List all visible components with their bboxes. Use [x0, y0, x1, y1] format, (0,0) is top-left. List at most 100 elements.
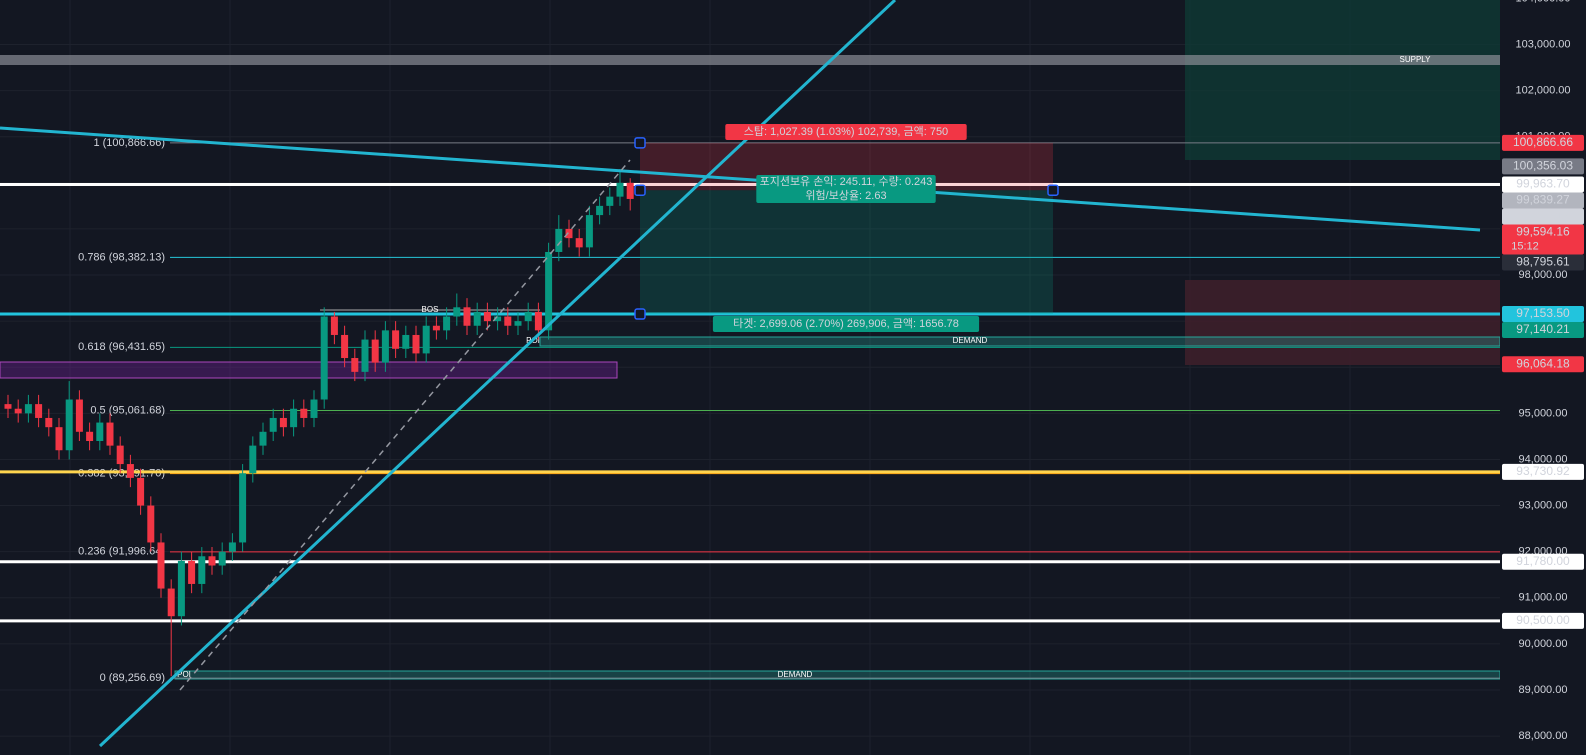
- candle-body: [494, 316, 502, 322]
- y-tick-label: 88,000.00: [1519, 730, 1568, 742]
- candle-body: [177, 560, 185, 617]
- candle-body: [45, 417, 53, 428]
- candle-body: [545, 251, 553, 331]
- candle-body: [137, 477, 145, 506]
- candle-body: [330, 316, 338, 335]
- target-zone: [640, 190, 1053, 315]
- order-block: [0, 361, 618, 379]
- candle-body: [422, 325, 430, 354]
- y-tick-label: 90,000.00: [1519, 638, 1568, 650]
- price-badge: [1502, 254, 1584, 271]
- candle-body: [504, 316, 512, 326]
- y-tick-label: 98,000.00: [1519, 269, 1568, 281]
- fib-label: 0.618 (96,431.65): [78, 341, 165, 353]
- candle-body: [412, 334, 420, 354]
- price-badge-label: 96,064.18: [1516, 356, 1570, 370]
- handle: [634, 308, 646, 320]
- candle-body: [208, 556, 216, 566]
- price-badge: [1502, 356, 1584, 373]
- candle-body: [341, 334, 349, 359]
- zone-label: SUPPLY: [1400, 55, 1432, 64]
- price-badge-label: 100,866.66: [1513, 135, 1573, 149]
- candle-body: [606, 196, 614, 206]
- candle-body: [75, 399, 83, 432]
- candle-body: [392, 330, 400, 349]
- levels: 1 (100,866.66) 0.786 (98,382.13) 0.618 (96…: [0, 137, 1500, 684]
- candle-body: [198, 556, 206, 584]
- risk-zone-shade: [1185, 280, 1500, 365]
- candle-body: [381, 330, 389, 363]
- price-badge-label: 99,594.16: [1516, 225, 1570, 239]
- ratio-label: 위험/보상율: 2.63: [805, 189, 886, 202]
- zone-label: DEMAND: [953, 336, 988, 345]
- candle-body: [432, 325, 440, 331]
- price-badge-label: 99,963.70: [1516, 177, 1570, 191]
- y-tick-label: 103,000.00: [1515, 38, 1570, 50]
- price-badge: [1502, 463, 1584, 480]
- price-axis: [1500, 0, 1586, 755]
- price-badge-label: 97,140.21: [1516, 322, 1570, 336]
- candle-body: [14, 408, 22, 414]
- handle: [1047, 184, 1059, 196]
- candle-body: [371, 339, 379, 363]
- trend-line: [0, 126, 1481, 232]
- candle-body: [402, 334, 410, 349]
- fib-label: 1 (100,866.66): [93, 137, 165, 149]
- handle: [634, 184, 646, 196]
- zone-label: DEMAND: [778, 670, 813, 679]
- candle-body: [86, 431, 94, 442]
- y-tick-label: 89,000.00: [1519, 684, 1568, 696]
- zone-label: BOS: [422, 305, 439, 314]
- fib-label: 0.786 (98,382.13): [78, 251, 165, 263]
- price-badge: [1502, 224, 1584, 255]
- price-badge-label: 100,356.03: [1513, 159, 1573, 173]
- candle-body: [514, 321, 522, 326]
- y-tick-label: 94,000.00: [1519, 453, 1568, 465]
- candle-body: [575, 238, 583, 248]
- price-badge: [1502, 192, 1584, 209]
- fib-label: 0.382 (93,691.70): [78, 468, 165, 480]
- target-label-box: [712, 316, 980, 332]
- candle-body: [147, 505, 155, 543]
- price-badge-label: 99,839.27: [1516, 193, 1570, 207]
- price-badge: [1502, 553, 1584, 570]
- candle-body: [351, 358, 359, 372]
- pnl-label-box: [756, 175, 936, 203]
- candle-body: [565, 228, 573, 239]
- candles: [4, 168, 634, 677]
- price-badge-label: 99,684.13: [1516, 209, 1570, 223]
- candle-body: [534, 311, 542, 331]
- candle-body: [616, 182, 624, 197]
- y-tick-label: 102,000.00: [1515, 85, 1570, 97]
- candle-body: [361, 339, 369, 372]
- price-badge-label: 97,153.50: [1516, 306, 1570, 320]
- candle-body: [126, 464, 134, 478]
- price-badge-label: 90,500.00: [1516, 613, 1570, 627]
- price-axis-labels: 88,000.0089,000.0090,000.0091,000.0092,0…: [1502, 0, 1584, 742]
- candle-body: [65, 399, 73, 451]
- candle-body: [320, 316, 328, 400]
- candle-body: [443, 316, 451, 331]
- candle-body: [453, 307, 461, 317]
- stop-label-box: [725, 124, 967, 140]
- price-badge: [1502, 208, 1584, 225]
- candle-body: [626, 182, 634, 199]
- y-tick-label: 91,000.00: [1519, 592, 1568, 604]
- candle-body: [55, 427, 63, 451]
- candle-body: [116, 445, 124, 465]
- target-zone-shade: [1185, 0, 1500, 160]
- candle-body: [555, 228, 563, 252]
- fib-label: 0.5 (95,061.68): [90, 404, 165, 416]
- candle-body: [4, 404, 12, 409]
- candle-body: [483, 311, 491, 322]
- price-badge: [1502, 612, 1584, 629]
- y-tick-label: 93,000.00: [1519, 499, 1568, 511]
- fib-label: 0 (89,256.69): [100, 672, 165, 684]
- stop-label: 스탑: 1,027.39 (1.03%) 102,739, 금액: 750: [744, 125, 948, 138]
- price-badge: [1502, 158, 1584, 175]
- dashed-line: [179, 159, 631, 691]
- candle-body: [463, 307, 471, 326]
- candle-body: [290, 408, 298, 428]
- y-tick-label: 104,000.00: [1515, 0, 1570, 4]
